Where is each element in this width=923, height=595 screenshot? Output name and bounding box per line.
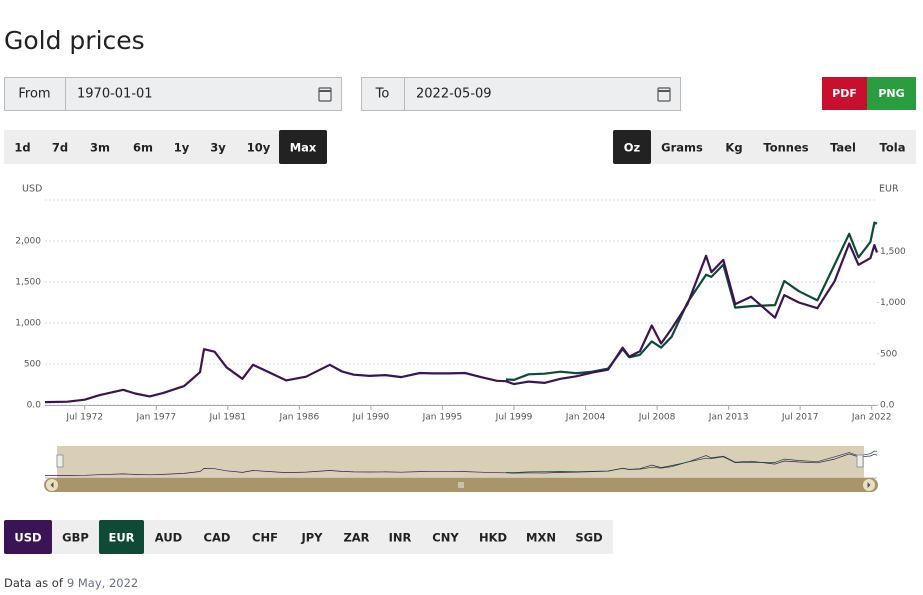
button-label: GBP [62,531,89,545]
x-tick-label: Jan 2022 [851,413,892,423]
y-tick-label: 1,000 [15,319,41,329]
button-label: Max [290,141,317,155]
y-tick-label: 2,000 [15,237,41,247]
button-label: 7d [52,141,68,155]
x-tick-label: Jan 2013 [708,413,749,423]
date-value: 2022-05-09 [416,87,492,102]
button-bar [4,130,327,164]
navigator-handle[interactable] [856,454,864,468]
export-button[interactable] [867,77,916,110]
button-label: 3y [210,141,226,155]
date-label-box [4,77,66,111]
navigator-handle[interactable] [56,454,64,468]
footer-label: Data as of [4,576,64,590]
button[interactable] [99,520,144,554]
button-label: Grams [661,141,703,155]
button-label: HKD [479,531,507,545]
date-label: From [18,87,50,102]
footer: Data as of 9 May, 2022 [4,576,138,590]
export-button[interactable] [822,77,867,110]
button-label: 1d [14,141,30,155]
button-label: 6m [133,141,153,155]
date-label-box [361,77,405,111]
y2-tick-label: 0.0 [880,401,895,411]
button-label: USD [14,531,41,545]
calendar-icon [657,87,671,102]
button-label: INR [389,531,412,545]
series-line [505,221,878,381]
x-tick-label: Jul 1990 [352,413,390,423]
x-tick-label: Jul 2008 [638,413,676,423]
x-tick-label: Jul 1972 [65,413,103,423]
scroll-arrow-glyph [867,482,871,488]
y-tick-label: 1,500 [15,278,41,288]
navigator-line [45,453,878,476]
button-label: 3m [90,141,110,155]
x-tick-label: Jul 1999 [495,413,533,423]
button-label: JPY [300,531,323,545]
y2-tick-label: 1,500 [880,247,906,257]
y2-tick-label: 1,000 [880,298,906,308]
date-input[interactable] [404,77,681,111]
y2-axis-title: EUR [879,184,899,195]
button-label: Tonnes [763,141,808,155]
button-label: 10y [247,141,271,155]
button-label: Tola [880,141,906,155]
x-tick-label: Jul 1981 [209,413,247,423]
y-tick-label: 500 [24,360,41,370]
x-tick-label: Jan 2004 [565,413,606,423]
button-label: Oz [624,141,641,155]
button-label: AUD [155,531,182,545]
button-label: CAD [204,531,231,545]
footer-date: 9 May, 2022 [67,576,138,590]
x-tick-label: Jan 1977 [135,413,176,423]
scroll-arrow-glyph [50,482,54,488]
button-label: SGD [575,531,602,545]
date-input[interactable] [65,77,342,111]
x-tick-label: Jan 1986 [279,413,320,423]
y2-tick-label: 500 [880,349,897,359]
button-label: EUR [108,531,134,545]
calendar-icon [318,87,332,102]
button-label: Kg [725,141,742,155]
button[interactable] [279,130,327,164]
button-label: 1y [174,141,190,155]
y-tick-label: 0.0 [27,401,42,411]
x-tick-label: Jan 1995 [422,413,463,423]
button[interactable] [4,520,52,554]
x-tick-label: Jul 2017 [781,413,819,423]
page-title: Gold prices [4,26,145,55]
date-value: 1970-01-01 [77,87,153,102]
button-label: Tael [830,141,856,155]
button-label: MXN [526,531,556,545]
button[interactable] [613,130,651,164]
export-button-label: PDF [832,87,857,100]
series-line [44,242,879,404]
date-label: To [375,87,390,102]
export-button-label: PNG [878,87,904,100]
button-label: CHF [252,531,278,545]
button-bar [4,520,613,554]
button-label: ZAR [343,531,369,545]
button-bar [613,130,916,164]
button-label: CNY [432,531,459,545]
navigator-line [505,450,878,473]
y-axis-title: USD [22,184,42,195]
